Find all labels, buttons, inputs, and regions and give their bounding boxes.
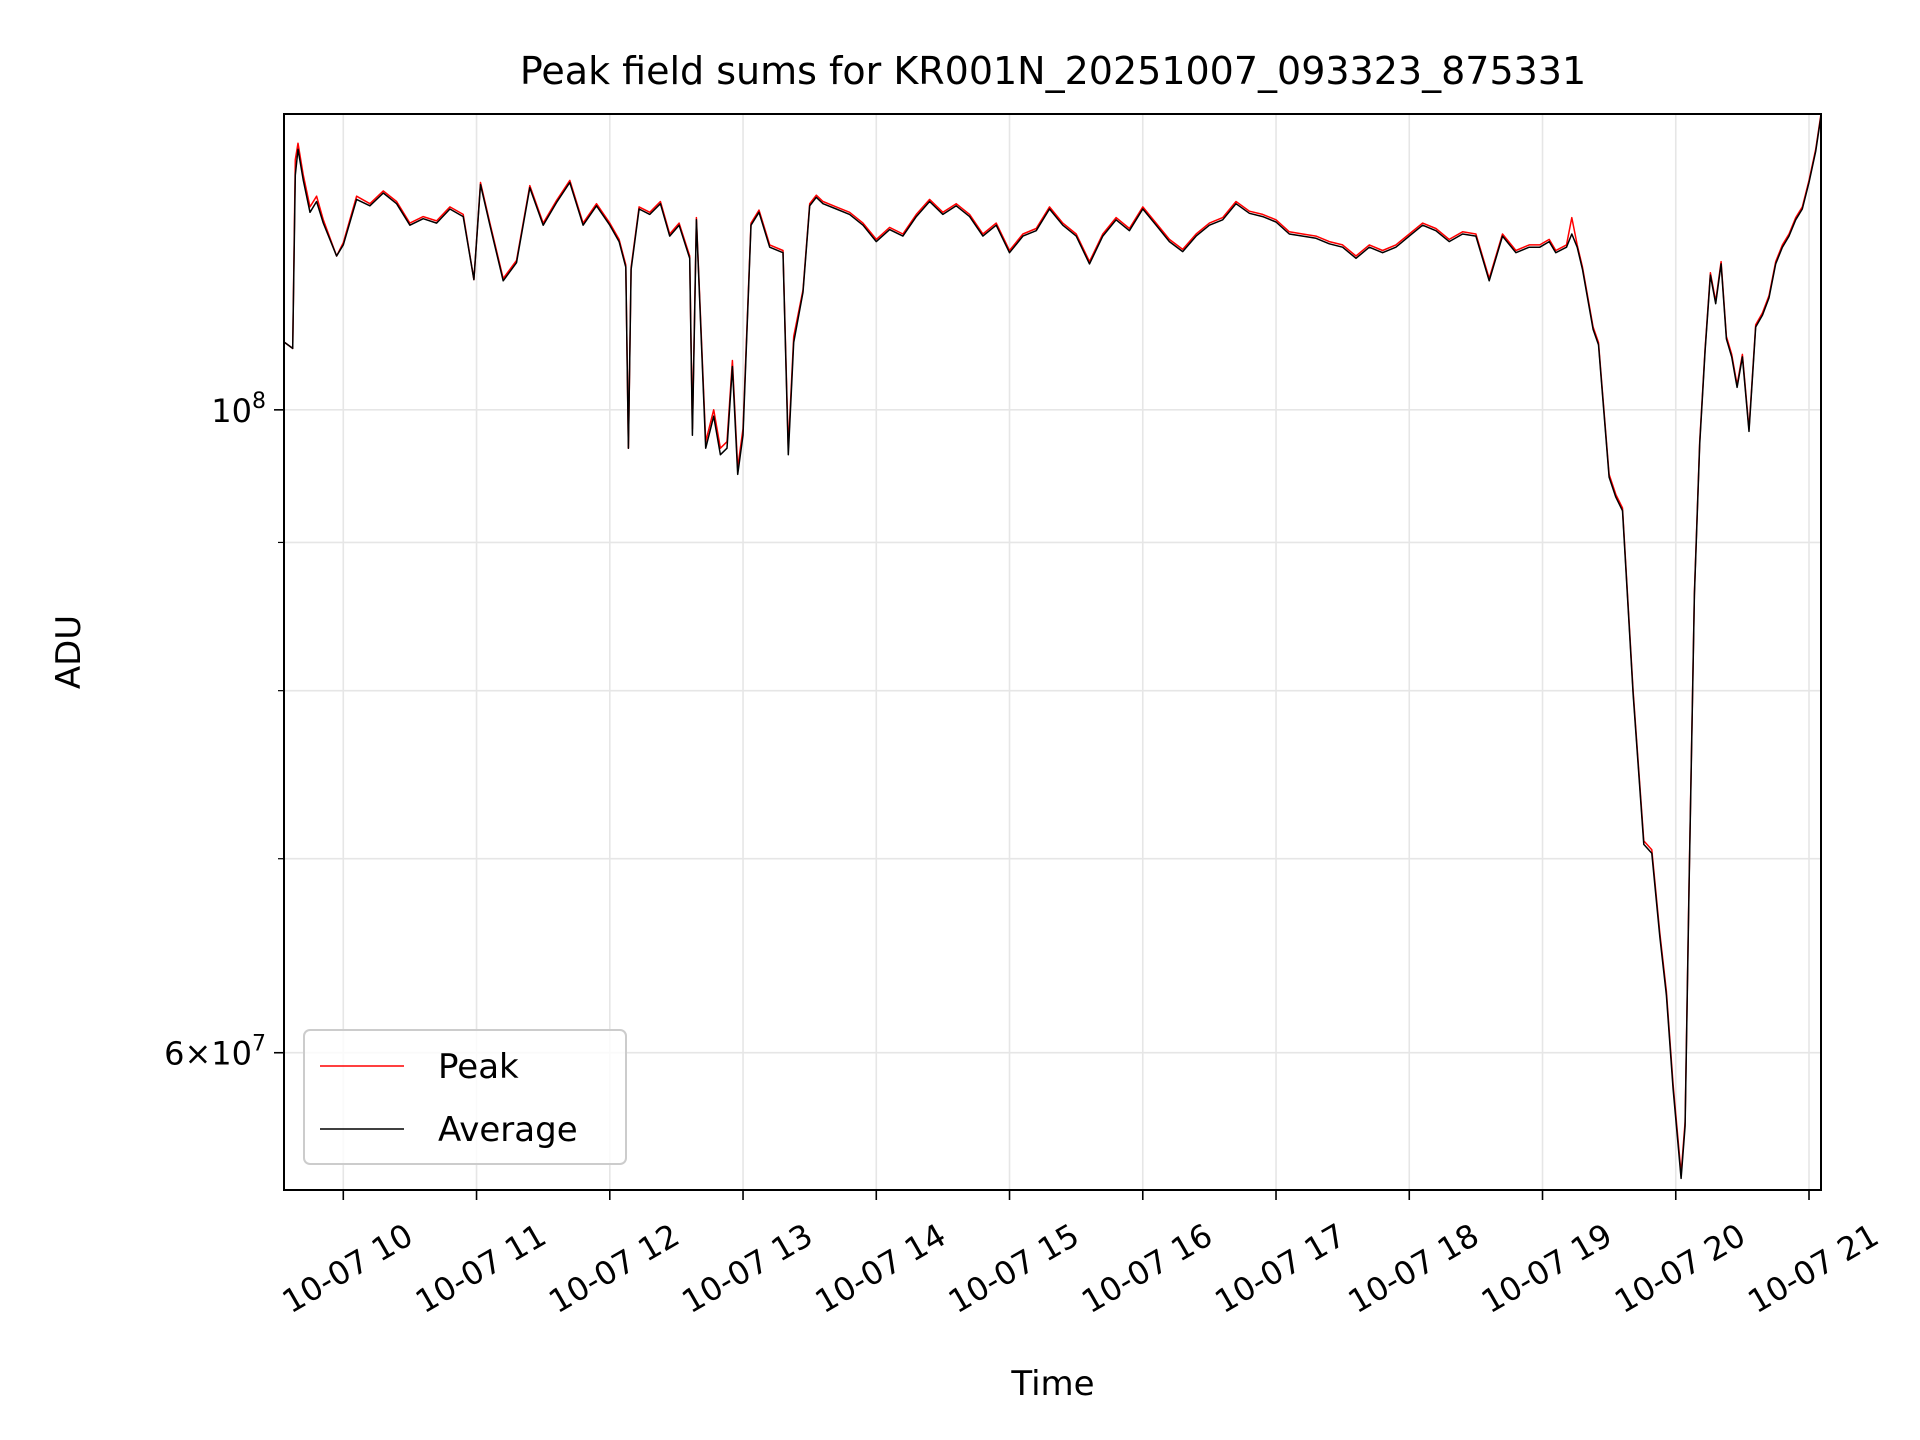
plot-area	[284, 114, 1821, 1190]
chart-title: Peak field sums for KR001N_20251007_0933…	[520, 49, 1586, 93]
y-tick-label: 6×107	[164, 1032, 266, 1073]
series-line-average	[284, 115, 1822, 1180]
legend: Peak Average	[303, 1029, 627, 1165]
y-tick-label: 108	[211, 389, 266, 430]
y-axis-label: ADU	[49, 615, 89, 689]
plot-frame	[283, 113, 1822, 1191]
x-axis-label: Time	[1010, 1364, 1094, 1404]
grid	[284, 114, 1821, 1190]
legend-box	[303, 1029, 627, 1165]
legend-label-average: Average	[438, 1110, 578, 1150]
legend-label-peak: Peak	[438, 1047, 519, 1087]
series-layer	[284, 113, 1822, 1180]
y-axis-ticks: 108 6×107	[164, 389, 284, 1073]
